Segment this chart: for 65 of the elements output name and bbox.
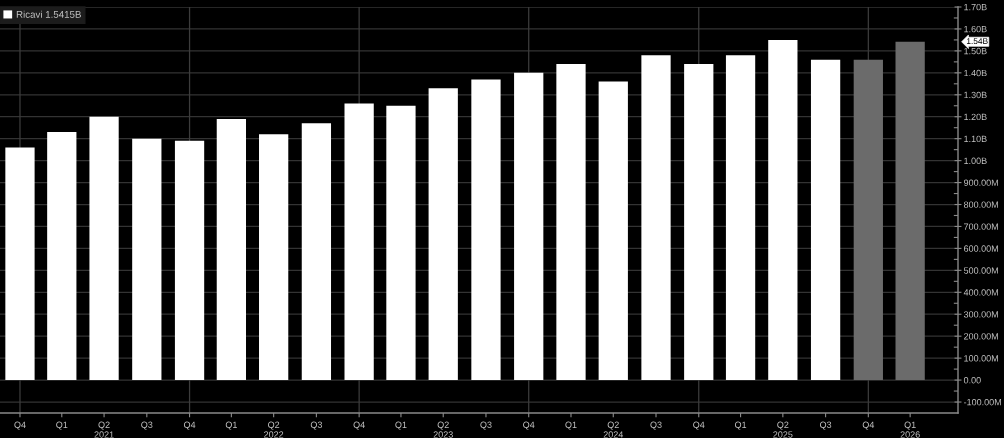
y-tick-label: 1.40B (964, 69, 987, 77)
x-tick-label: Q4 (353, 421, 365, 430)
x-tick-label: Q4 (693, 421, 705, 430)
y-tick-label: 500.00M (963, 267, 998, 274)
y-tick-label: 700.00M (964, 223, 998, 230)
bar (598, 81, 628, 381)
y-tick-label: 1.50B (964, 47, 987, 55)
x-tick-label: Q2 2021 (94, 421, 114, 438)
bar (132, 138, 162, 381)
legend-label: Ricavi 1.5415B (16, 10, 81, 18)
bar (684, 64, 714, 381)
x-tick-label: Q1 2026 (900, 421, 920, 438)
bar (386, 105, 416, 381)
y-tick-label: 1.00B (964, 157, 987, 164)
x-tick-label: Q2 2025 (773, 421, 793, 438)
bar (47, 132, 77, 381)
bar (514, 72, 544, 381)
bar (895, 41, 925, 381)
x-tick-label: Q1 (56, 421, 68, 430)
y-tick-label: 900.00M (963, 179, 998, 186)
y-tick-label: 1.20B (964, 113, 987, 121)
bar (853, 59, 883, 381)
bar (556, 64, 586, 381)
x-tick-label: Q4 (862, 421, 875, 430)
bar (259, 134, 289, 381)
x-tick-label: Q3 (480, 421, 492, 430)
y-tick-label: -100.00M (963, 398, 1001, 406)
x-tick-label: Q4 (523, 421, 535, 430)
y-tick-label: 100.00M (964, 355, 998, 362)
bar (725, 55, 756, 381)
x-tick-label: Q3 (310, 421, 323, 430)
y-tick-label: 0.00 (963, 377, 981, 384)
bar (428, 88, 458, 381)
bar (301, 123, 332, 381)
bar (5, 147, 35, 381)
x-tick-label: Q2 2022 (264, 421, 284, 438)
y-tick-label: 300.00M (963, 311, 998, 318)
y-tick-label: 1.10B (964, 135, 987, 143)
bar (344, 103, 374, 381)
bar (810, 59, 841, 381)
bar (641, 55, 671, 381)
y-tick-label: 400.00M (963, 289, 998, 296)
x-tick-label: Q3 (820, 421, 832, 430)
y-tick-label: 1.30B (964, 91, 987, 99)
bar (216, 118, 246, 381)
y-tick-label: 600.00M (964, 245, 998, 252)
y-tick-label: 800.00M (963, 201, 998, 208)
x-tick-label: Q2 2023 (433, 421, 453, 438)
x-tick-label: Q3 (650, 421, 662, 430)
y-tick-label: 1.60B (964, 25, 987, 33)
bar (768, 39, 798, 381)
x-tick-label: Q3 (141, 421, 153, 430)
bar (471, 79, 501, 381)
x-tick-label: Q4 (183, 421, 196, 430)
x-tick-label: Q4 (14, 421, 26, 430)
y-tick-label: 1.70B (964, 3, 987, 11)
x-tick-label: Q1 (395, 421, 407, 430)
x-tick-label: Q1 (734, 421, 747, 430)
y-tick-label: 200.00M (964, 333, 998, 340)
x-tick-label: Q1 (225, 421, 237, 430)
bar (89, 116, 119, 381)
text: 1.54B (966, 38, 988, 45)
x-tick-label: Q1 (565, 421, 577, 430)
x-tick-label: Q2 2024 (603, 421, 624, 438)
bar (174, 140, 205, 381)
